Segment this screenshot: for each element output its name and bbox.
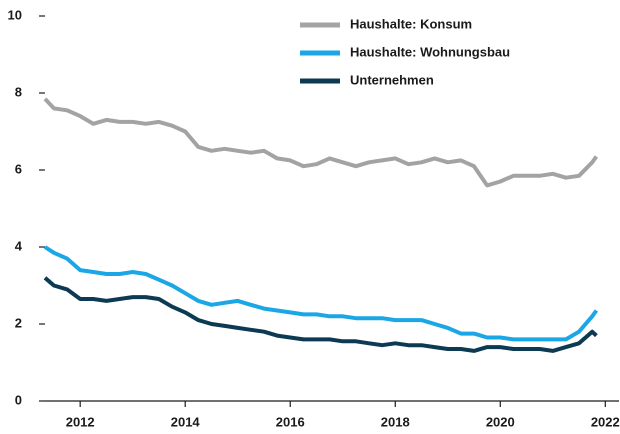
series-line <box>43 245 599 342</box>
y-tick-label: 4 <box>15 238 23 253</box>
x-tick-label: 2016 <box>276 414 305 429</box>
x-tick-label: 2022 <box>591 414 620 429</box>
series-line <box>43 276 598 353</box>
y-tick-label: 8 <box>15 84 22 99</box>
legend-label: Haushalte: Wohnungsbau <box>350 44 510 59</box>
legend-label: Unternehmen <box>350 72 434 87</box>
y-tick-label: 6 <box>15 161 22 176</box>
legend-label: Haushalte: Konsum <box>350 16 472 31</box>
y-tick-label: 0 <box>15 392 22 407</box>
series-line <box>43 97 599 188</box>
x-tick-label: 2012 <box>66 414 95 429</box>
y-tick-label: 2 <box>15 315 22 330</box>
y-tick-label: 10 <box>8 7 22 22</box>
x-tick-label: 2020 <box>486 414 515 429</box>
x-tick-label: 2014 <box>171 414 201 429</box>
x-tick-label: 2018 <box>381 414 410 429</box>
